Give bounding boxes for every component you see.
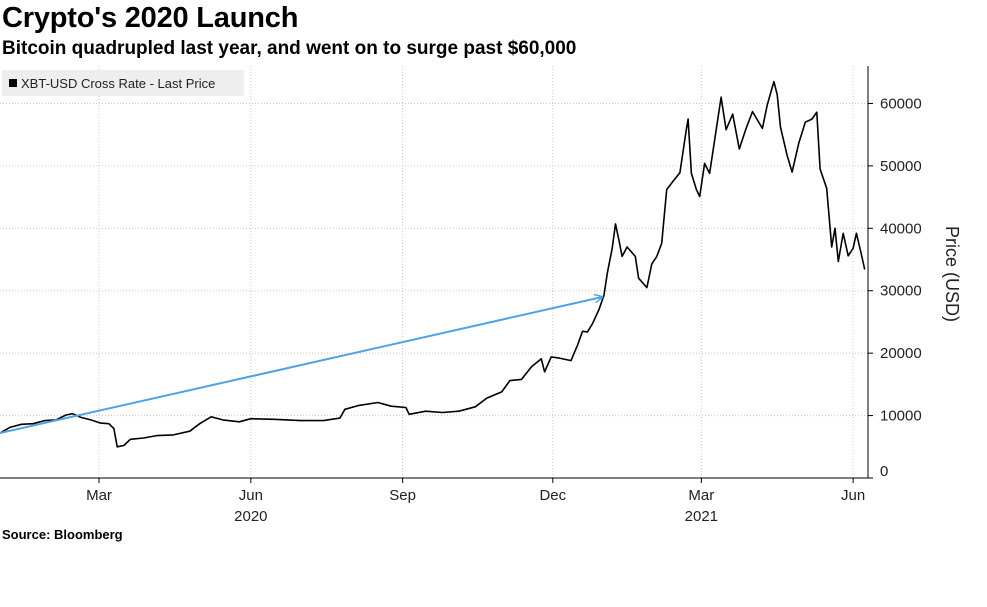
x-tick-label: Mar xyxy=(86,487,112,504)
x-year-label: 2020 xyxy=(234,508,267,525)
y-tick-label: 30000 xyxy=(880,283,922,300)
x-tick-label: Dec xyxy=(539,487,566,504)
x-tick-label: Jun xyxy=(239,487,263,504)
y-tick-label: 10000 xyxy=(880,408,922,425)
x-year-label: 2021 xyxy=(685,508,718,525)
legend-entry: XBT-USD Cross Rate - Last Price xyxy=(21,76,215,91)
annotation-arrow xyxy=(0,297,602,435)
x-tick-label: Jun xyxy=(841,487,865,504)
x-tick-label: Sep xyxy=(389,487,416,504)
series-layer xyxy=(0,80,866,448)
chart-subtitle: Bitcoin quadrupled last year, and went o… xyxy=(2,38,577,59)
y-tick-label: 40000 xyxy=(880,220,922,237)
y-tick-label: 50000 xyxy=(880,158,922,175)
source-note: Source: Bloomberg xyxy=(2,527,123,542)
y-tick-label: 0 xyxy=(880,463,888,480)
legend-swatch xyxy=(9,79,17,87)
y-tick-label: 20000 xyxy=(880,345,922,362)
grid xyxy=(0,66,868,478)
legend: XBT-USD Cross Rate - Last Price xyxy=(2,70,244,96)
y-axis-title: Price (USD) xyxy=(942,226,962,322)
series-line-xbt-usd xyxy=(0,80,866,448)
axes: 0 10000 20000 30000 40000 50000 60000 Mar Jun Sep… xyxy=(0,66,922,525)
x-tick-label: Mar xyxy=(688,487,714,504)
y-tick-label: 60000 xyxy=(880,95,922,112)
chart-title: Crypto's 2020 Launch xyxy=(2,2,299,34)
annotations xyxy=(0,297,602,435)
